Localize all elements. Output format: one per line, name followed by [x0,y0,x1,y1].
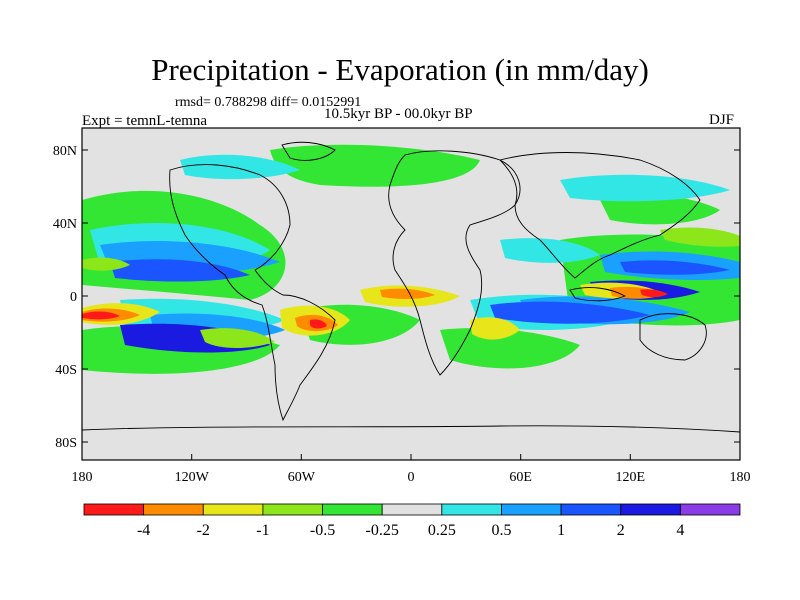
colorbar-box [322,503,383,516]
map-title: Precipitation - Evaporation (in mm/day) [151,52,649,87]
lon-tick-label: 60E [509,470,532,485]
colorbar: -4 -2 -1 -0.5 -0.25 0.25 0.5 1 2 4 [83,503,741,539]
rmsd-diff-stats: rmsd= 0.788298 diff= 0.0152991 [175,95,362,110]
colorbar-label: -2 [197,522,210,539]
colorbar-label: 0.25 [428,522,456,539]
lon-tick-label: 180 [730,470,751,485]
lon-tick-label: 180 [72,470,93,485]
coastlines [82,141,740,433]
lat-tick-label: 40N [53,217,77,232]
colorbar-label: -1 [256,522,269,539]
lon-tick-label: 60W [288,470,316,485]
lon-tick-label: 120E [616,470,646,485]
colorbar-box [679,503,741,516]
precip-minus-evap-field [82,128,740,460]
colorbar-label: -0.25 [366,522,399,539]
lon-tick-label: 120W [175,470,210,485]
lat-tick-label: 80S [55,436,77,451]
latitude-axis: 80N 40N 0 40S 80S [53,144,740,451]
colorbar-box [143,503,204,516]
period-label: 10.5kyr BP - 00.0kyr BP [324,106,473,122]
colorbar-label: -4 [137,522,150,539]
colorbar-box [83,503,145,516]
lat-tick-label: 80N [53,144,77,159]
colorbar-box [202,503,264,516]
lat-tick-label: 0 [70,290,77,305]
colorbar-box [560,503,622,516]
colorbar-box [620,503,681,516]
longitude-axis: 180 120W 60W 0 60E 120E 180 [72,454,751,485]
experiment-label: Expt = temnL-temna [82,113,208,129]
colorbar-box [501,503,562,516]
colorbar-box [381,503,443,516]
lon-tick-label: 0 [408,470,415,485]
season-label: DJF [709,112,735,128]
lat-tick-label: 40S [55,363,77,378]
colorbar-box [262,503,323,516]
colorbar-label: 0.5 [491,522,511,539]
colorbar-label: 1 [557,522,565,539]
colorbar-label: 2 [617,522,625,539]
colorbar-label: 4 [676,522,684,539]
colorbar-box [441,503,502,516]
colorbar-label: -0.5 [310,522,335,539]
